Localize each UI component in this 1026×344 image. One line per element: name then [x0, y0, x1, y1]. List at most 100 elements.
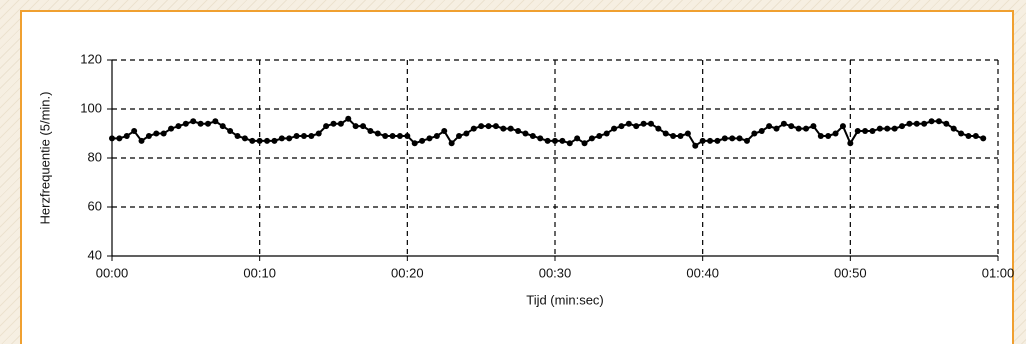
- point: [832, 130, 839, 137]
- point: [862, 128, 869, 135]
- point: [972, 132, 979, 139]
- point: [404, 132, 411, 139]
- point: [389, 132, 396, 139]
- point: [921, 120, 928, 127]
- point: [234, 132, 241, 139]
- point: [552, 137, 558, 144]
- point: [433, 132, 440, 139]
- point: [670, 132, 677, 139]
- point: [286, 135, 293, 142]
- point: [891, 125, 898, 132]
- point: [271, 137, 278, 144]
- point: [456, 132, 463, 139]
- point: [758, 128, 765, 135]
- x-tick-label: 00:00: [96, 265, 129, 280]
- point: [810, 123, 817, 130]
- y-tick-label: 100: [80, 100, 102, 115]
- point: [655, 125, 662, 132]
- point: [515, 128, 522, 135]
- point: [729, 135, 736, 142]
- point: [264, 137, 271, 144]
- point: [300, 132, 307, 139]
- point: [241, 135, 248, 142]
- point: [596, 132, 603, 139]
- point: [743, 137, 750, 144]
- point: [256, 137, 263, 144]
- y-tick-label: 60: [88, 198, 102, 213]
- point: [197, 120, 204, 127]
- point: [766, 123, 773, 130]
- point: [854, 128, 861, 135]
- point: [625, 120, 632, 127]
- point: [707, 137, 714, 144]
- point: [803, 125, 810, 132]
- point: [839, 123, 846, 130]
- point: [611, 125, 618, 132]
- point: [109, 135, 115, 142]
- point: [647, 120, 654, 127]
- point: [360, 123, 367, 130]
- point: [958, 130, 965, 137]
- point: [928, 118, 935, 125]
- point: [581, 140, 588, 147]
- point: [123, 132, 130, 139]
- point: [411, 140, 418, 147]
- point: [943, 120, 950, 127]
- point: [980, 135, 987, 142]
- point: [529, 132, 536, 139]
- point: [699, 137, 706, 144]
- y-tick-label: 80: [88, 149, 102, 164]
- point: [795, 125, 802, 132]
- point: [478, 123, 485, 130]
- point: [308, 132, 315, 139]
- point: [204, 120, 211, 127]
- y-tick-label: 120: [80, 51, 102, 66]
- point: [721, 135, 728, 142]
- point: [419, 137, 426, 144]
- point: [950, 125, 957, 132]
- point: [426, 135, 433, 142]
- point: [965, 132, 972, 139]
- point: [396, 132, 403, 139]
- point: [588, 135, 595, 142]
- point: [788, 123, 795, 130]
- point: [138, 137, 145, 144]
- point: [219, 123, 226, 130]
- point: [780, 120, 787, 127]
- point: [662, 130, 669, 137]
- x-tick-label: 00:20: [391, 265, 424, 280]
- point: [537, 135, 544, 142]
- point: [485, 123, 492, 130]
- point: [160, 130, 167, 137]
- point: [131, 128, 138, 135]
- point: [817, 132, 824, 139]
- y-axis-label: Herzfrequentie (5/min.): [37, 92, 52, 225]
- x-axis-label: Tijd (min:sec): [526, 292, 604, 307]
- point: [153, 130, 160, 137]
- point: [574, 135, 581, 142]
- point: [463, 130, 470, 137]
- x-tick-label: 00:50: [834, 265, 867, 280]
- x-tick-label: 00:40: [686, 265, 719, 280]
- point: [374, 130, 381, 137]
- point: [692, 142, 699, 149]
- point: [323, 123, 330, 130]
- point: [640, 120, 647, 127]
- point: [825, 132, 832, 139]
- panel: [20, 10, 1014, 344]
- point: [182, 120, 189, 127]
- point: [913, 120, 920, 127]
- point: [736, 135, 743, 142]
- point: [116, 135, 123, 142]
- x-tick-label: 00:10: [243, 265, 276, 280]
- point: [522, 130, 529, 137]
- point: [869, 128, 876, 135]
- x-tick-label: 00:30: [539, 265, 572, 280]
- point: [507, 125, 514, 132]
- point: [773, 125, 780, 132]
- point: [212, 118, 219, 125]
- y-tick-label: 40: [88, 247, 102, 262]
- point: [315, 130, 322, 137]
- point: [345, 115, 352, 122]
